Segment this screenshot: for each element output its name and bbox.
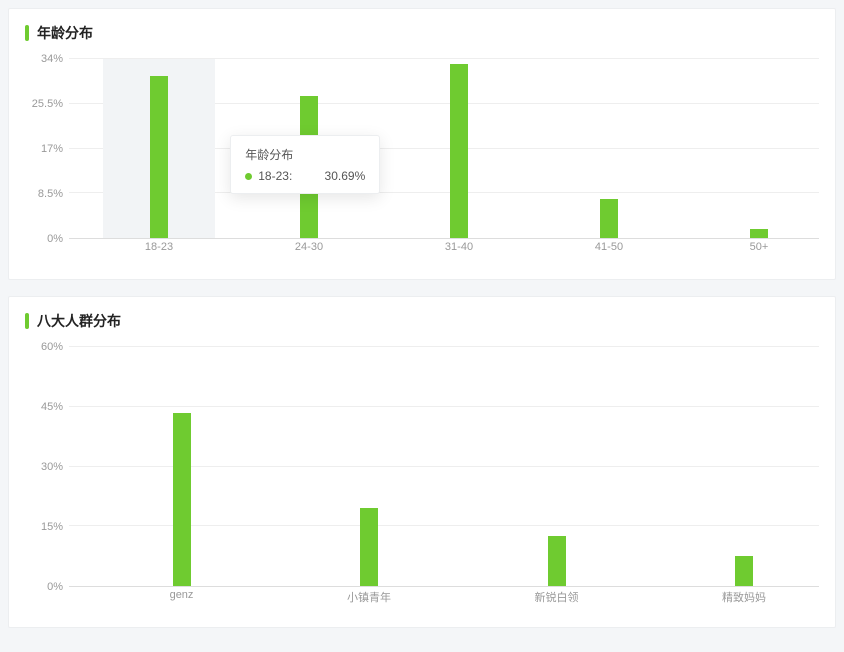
y-tick-label: 8.5% bbox=[38, 188, 63, 200]
group-distribution-panel: 八大人群分布 0% 15% 30% 45% 60% genz 小镇青年 新锐白领 精致妈妈 bbox=[8, 296, 836, 628]
bar[interactable] bbox=[548, 536, 566, 586]
x-axis: 18-23 24-30 31-40 41-50 50+ bbox=[69, 241, 819, 261]
bar[interactable] bbox=[735, 556, 753, 586]
y-tick-label: 45% bbox=[41, 401, 63, 413]
bar[interactable] bbox=[750, 229, 768, 238]
y-axis: 0%8.5%17%25.5%34% bbox=[25, 59, 69, 239]
x-tick-label: 18-23 bbox=[145, 241, 173, 253]
plot-area bbox=[69, 347, 819, 587]
gridline bbox=[69, 406, 819, 407]
panel-title-text: 八大人群分布 bbox=[37, 311, 121, 331]
x-axis: genz 小镇青年 新锐白领 精致妈妈 bbox=[69, 589, 819, 609]
title-accent-bar bbox=[25, 313, 29, 329]
bar[interactable] bbox=[173, 413, 191, 586]
tooltip-dot-icon bbox=[245, 173, 252, 180]
bar[interactable] bbox=[360, 508, 378, 586]
x-tick-label: 50+ bbox=[750, 241, 769, 253]
x-tick-label: 24-30 bbox=[295, 241, 323, 253]
age-chart: 0%8.5%17%25.5%34% 年龄分布18-23:30.69% 18-23… bbox=[25, 59, 819, 239]
bar[interactable] bbox=[150, 76, 168, 238]
tooltip-series-label: 18-23: bbox=[258, 169, 292, 183]
bar[interactable] bbox=[450, 64, 468, 238]
y-tick-label: 30% bbox=[41, 461, 63, 473]
y-tick-label: 34% bbox=[41, 53, 63, 65]
tooltip: 年龄分布 18-23: 30.69% bbox=[230, 135, 380, 194]
y-tick-label: 17% bbox=[41, 143, 63, 155]
x-tick-label: 31-40 bbox=[445, 241, 473, 253]
y-tick-label: 0% bbox=[47, 233, 63, 245]
y-tick-label: 0% bbox=[47, 581, 63, 593]
y-tick-label: 25.5% bbox=[32, 98, 63, 110]
x-tick-label: 新锐白领 bbox=[535, 589, 579, 605]
y-axis: 0%15%30%45%60% bbox=[25, 347, 69, 587]
tooltip-title: 年龄分布 bbox=[245, 146, 365, 163]
panel-title-text: 年龄分布 bbox=[37, 23, 93, 43]
tooltip-value: 30.69% bbox=[325, 169, 366, 183]
y-tick-label: 60% bbox=[41, 341, 63, 353]
y-tick-label: 15% bbox=[41, 521, 63, 533]
x-tick-label: genz bbox=[170, 589, 194, 601]
title-accent-bar bbox=[25, 25, 29, 41]
x-tick-label: 41-50 bbox=[595, 241, 623, 253]
tooltip-row: 18-23: 30.69% bbox=[245, 169, 365, 183]
panel-title-group: 八大人群分布 bbox=[25, 311, 819, 331]
bar[interactable] bbox=[600, 199, 618, 238]
age-distribution-panel: 年龄分布 0%8.5%17%25.5%34% 年龄分布18-23:30.69% … bbox=[8, 8, 836, 280]
panel-title-age: 年龄分布 bbox=[25, 23, 819, 43]
group-chart: 0%15%30%45%60% genz小镇青年新锐白领精致妈妈 bbox=[25, 347, 819, 587]
x-tick-label: 精致妈妈 bbox=[722, 589, 766, 605]
plot-area: 年龄分布 18-23: 30.69% bbox=[69, 59, 819, 239]
x-tick-label: 小镇青年 bbox=[347, 589, 391, 605]
gridline bbox=[69, 346, 819, 347]
